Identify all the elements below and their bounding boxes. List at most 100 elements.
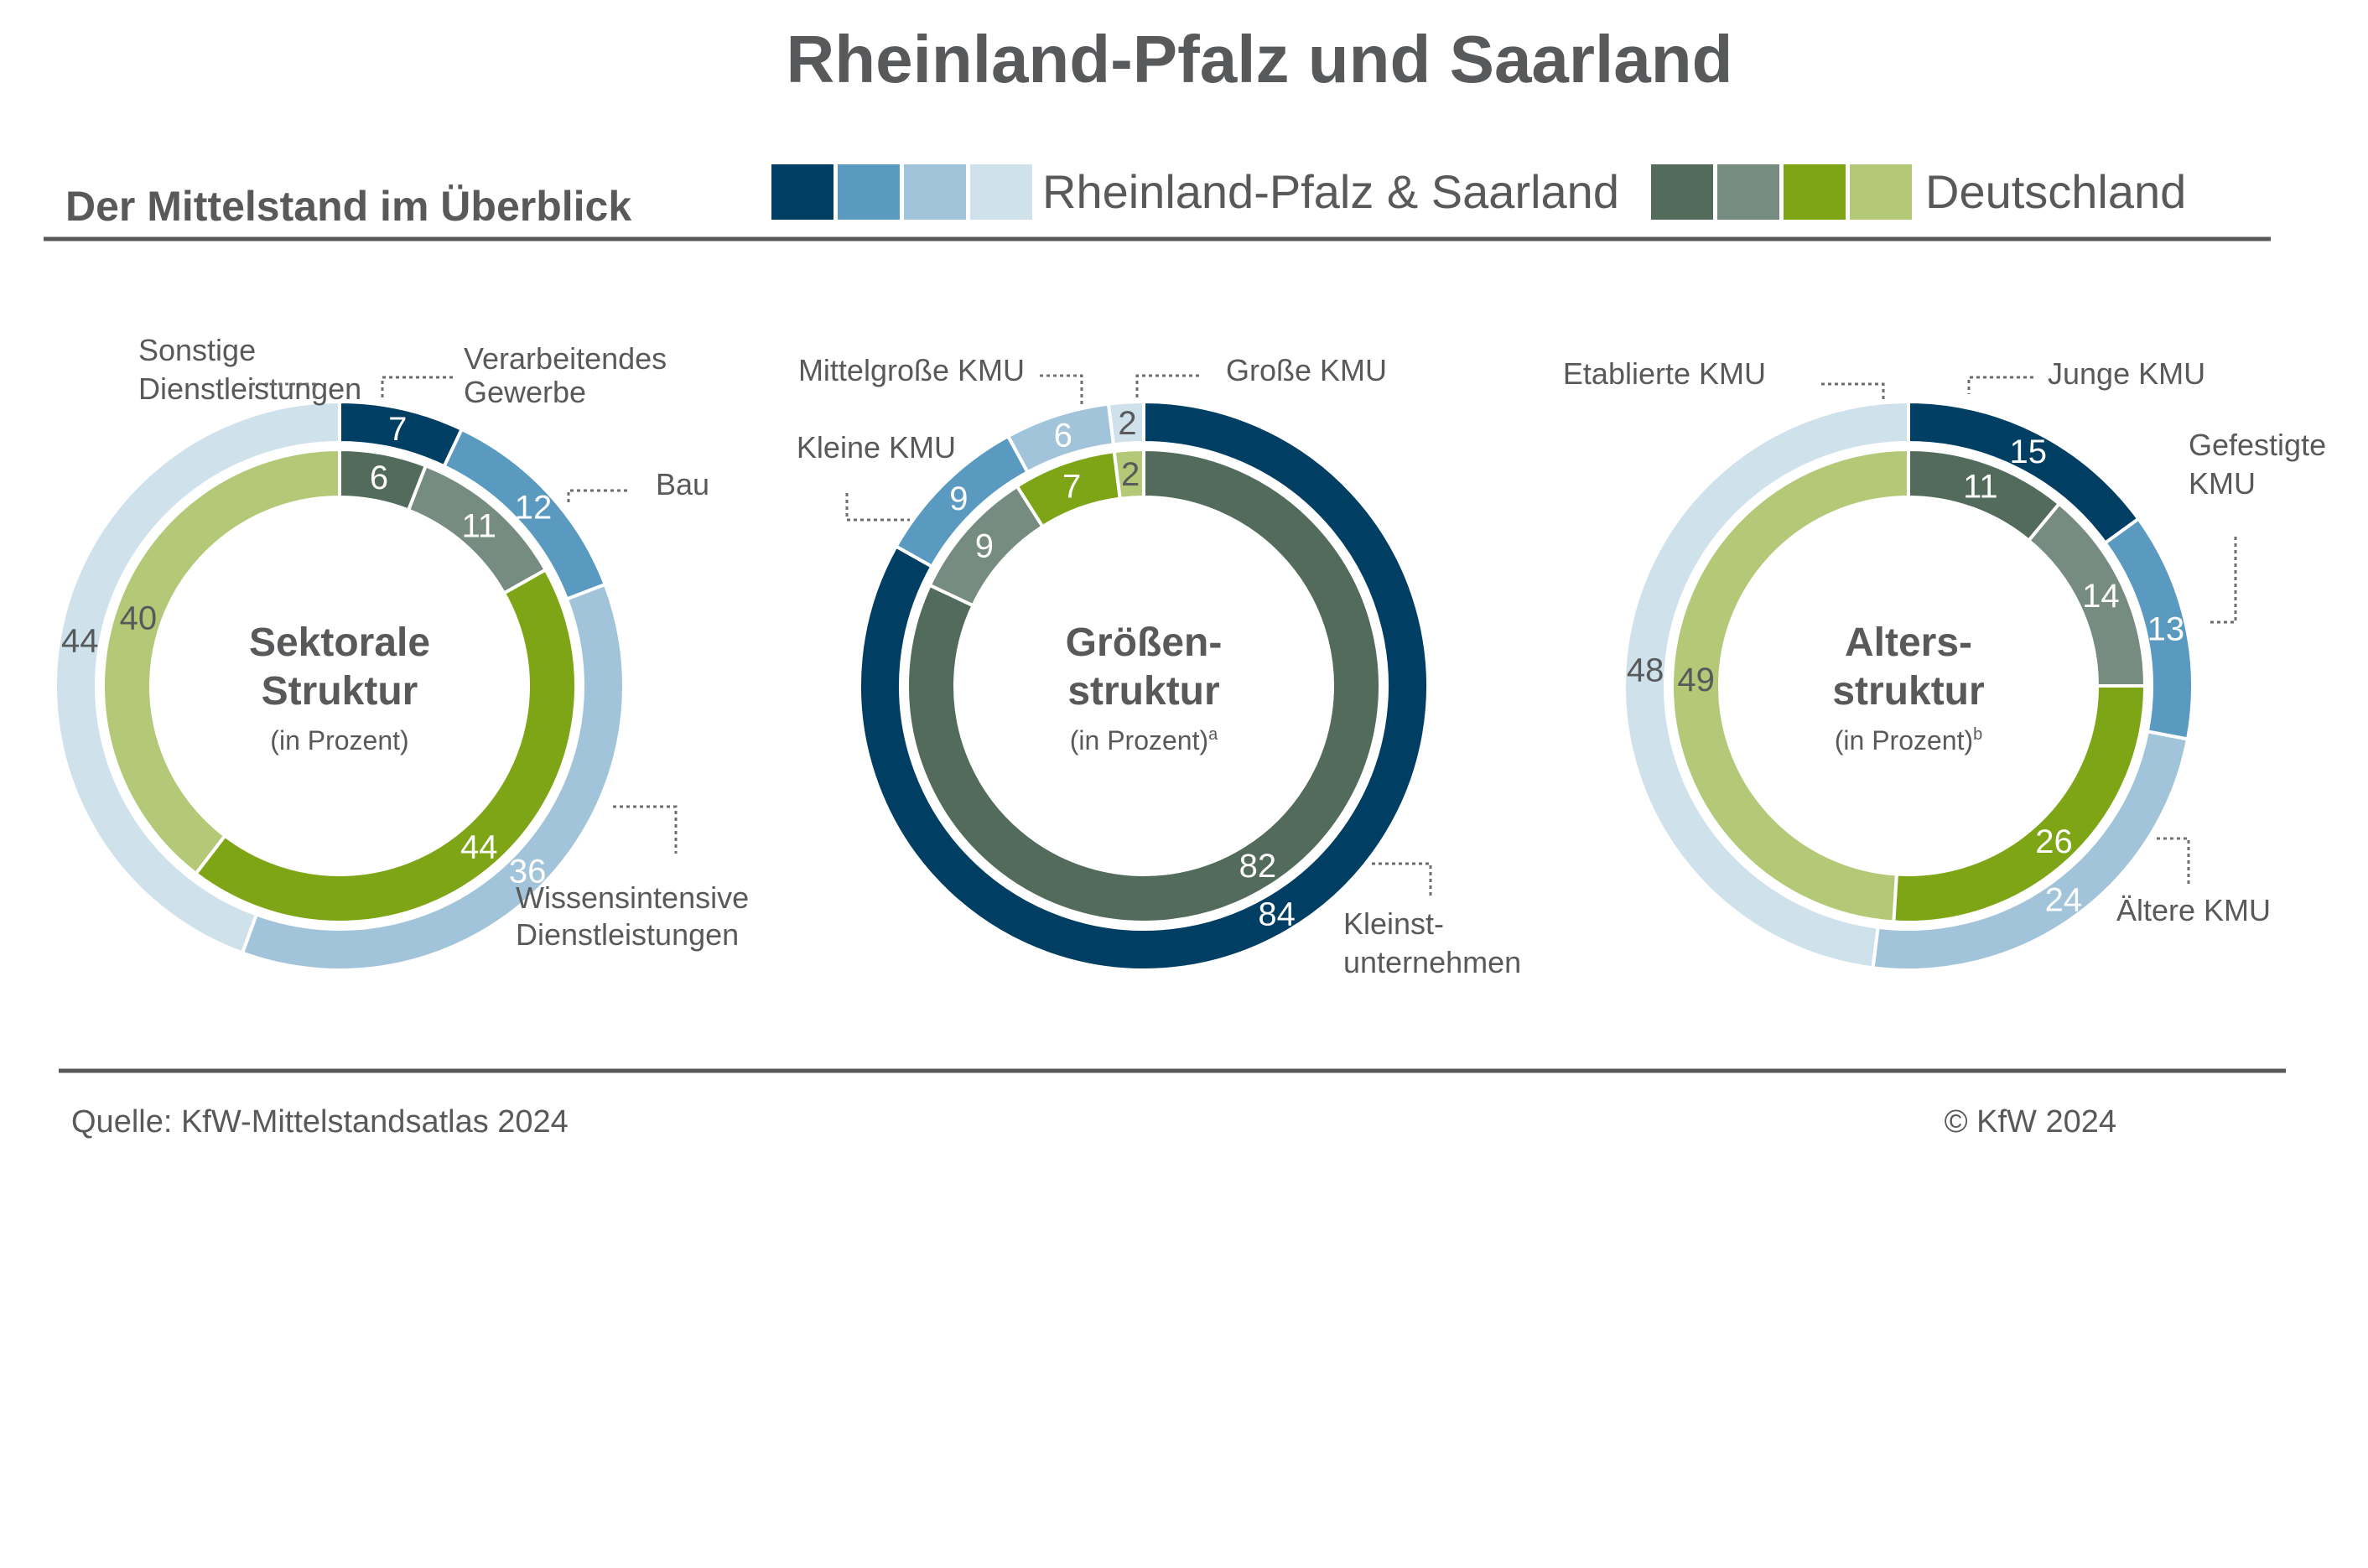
category-label-kleinstunternehmen: Kleinst-unternehmen bbox=[1343, 862, 1521, 979]
center-title-line-1-chart-2: Größen- bbox=[1066, 620, 1223, 665]
category-label-kleine-kmu: Kleine KMU bbox=[797, 430, 956, 522]
inner-segment-etablierte-kmu bbox=[1670, 447, 1910, 924]
leader-line-wissensintensive-dienstleistungen bbox=[613, 805, 678, 854]
category-label-line-1: Kleinst- bbox=[1343, 906, 1444, 941]
inner-value-junge-kmu: 11 bbox=[1963, 468, 1998, 505]
inner-segment-kleinstunternehmen bbox=[906, 447, 1382, 924]
inner-ring-1: 6 11 44 40 bbox=[101, 447, 578, 924]
inner-value-kleine-kmu: 9 bbox=[975, 527, 994, 564]
leader-line-gefestigte-kmu bbox=[2210, 537, 2237, 624]
center-title-line-2-chart-2: struktur bbox=[1067, 669, 1219, 714]
outer-value-aeltere-kmu: 24 bbox=[2045, 881, 2083, 918]
legend-region-swatch-1 bbox=[771, 164, 833, 220]
category-label-line-1: Junge KMU bbox=[2048, 356, 2205, 391]
category-label-sonstige-dienstleistungen: Sonstige Dienstleistungen bbox=[138, 333, 361, 406]
outer-value-gefestigte-kmu: 13 bbox=[2147, 610, 2185, 647]
category-label-mittelgrosse-kmu: Mittelgroße KMU bbox=[798, 353, 1083, 406]
outer-segment-etablierte-kmu bbox=[1622, 399, 1910, 970]
inner-ring-2: 82 9 7 2 bbox=[906, 447, 1382, 924]
legend-region-label: Rheinland-Pfalz & Saarland bbox=[1042, 165, 1619, 218]
inner-segment-sonstige-dienstleistungen bbox=[101, 447, 341, 876]
footer-source: Quelle: KfW-Mittelstandsatlas 2024 bbox=[71, 1104, 569, 1140]
category-label-line-1: Sonstige bbox=[138, 333, 256, 367]
outer-value-etablierte-kmu: 48 bbox=[1627, 652, 1664, 688]
leader-line-aeltere-kmu bbox=[2157, 837, 2190, 884]
outer-value-wissensintensive-dienstleistungen: 36 bbox=[509, 854, 547, 890]
center-title-line-2-chart-3: struktur bbox=[1832, 669, 1984, 714]
outer-value-bau: 12 bbox=[515, 490, 553, 527]
center-sub-chart-1: (in Prozent) bbox=[270, 725, 408, 755]
outer-segment-kleinstunternehmen bbox=[858, 399, 1430, 972]
inner-value-verarbeitendes-gewerbe: 6 bbox=[370, 459, 388, 496]
leader-line-grosse-kmu bbox=[1135, 374, 1199, 401]
category-label-line-2: Dienstleistungen bbox=[138, 371, 361, 406]
inner-value-bau: 11 bbox=[462, 508, 497, 545]
center-title-line-1-chart-3: Alters- bbox=[1845, 620, 1972, 665]
legend-region-swatch-2 bbox=[838, 164, 900, 220]
center-sub-chart-2: (in Prozent)a bbox=[1070, 725, 1218, 755]
legend-germany-swatch-3 bbox=[1784, 164, 1846, 220]
outer-value-kleine-kmu: 9 bbox=[949, 480, 968, 517]
category-label-line-1: Verarbeitendes bbox=[464, 341, 667, 376]
category-label-line-1: Mittelgroße KMU bbox=[798, 353, 1025, 387]
category-label-line-1: Bau bbox=[656, 467, 709, 501]
donut-chart-3: 15 13 24 48 11 14 26 49 Alters-struktur (in Proze… bbox=[1563, 356, 2326, 972]
center-sup-chart-2: a bbox=[1208, 725, 1218, 744]
legend-region-swatch-3 bbox=[904, 164, 966, 220]
category-label-aeltere-kmu: Ältere KMU bbox=[2116, 837, 2271, 927]
inner-segment-grosse-kmu bbox=[1112, 447, 1145, 501]
category-label-line-1: Große KMU bbox=[1226, 353, 1387, 387]
legend-germany-swatch-2 bbox=[1717, 164, 1779, 220]
leader-line-junge-kmu bbox=[1967, 376, 2033, 394]
inner-value-grosse-kmu: 2 bbox=[1121, 456, 1140, 493]
legend-germany-label: Deutschland bbox=[1925, 165, 2186, 218]
outer-ring-1: 7 12 36 44 bbox=[53, 399, 626, 972]
legend-germany-swatches bbox=[1651, 164, 1912, 220]
category-label-line-1: Wissensintensive bbox=[516, 880, 749, 915]
leader-line-etablierte-kmu bbox=[1821, 382, 1885, 401]
category-label-gefestigte-kmu: Gefestigte KMU bbox=[2189, 428, 2326, 624]
outer-value-grosse-kmu: 2 bbox=[1118, 405, 1136, 442]
center-sub-chart-3: (in Prozent)b bbox=[1835, 725, 1983, 755]
outer-value-junge-kmu: 15 bbox=[2010, 434, 2048, 470]
category-label-bau: Bau bbox=[567, 467, 709, 506]
center-title-line-1-chart-1: Sektorale bbox=[249, 620, 430, 665]
category-label-grosse-kmu: Große KMU bbox=[1135, 353, 1387, 401]
inner-segment-wissensintensive-dienstleistungen bbox=[193, 567, 578, 924]
category-label-line-1: Gefestigte bbox=[2189, 428, 2326, 462]
category-label-line-2: KMU bbox=[2189, 466, 2256, 501]
leader-line-mittelgrosse-kmu bbox=[1040, 374, 1083, 406]
category-label-line-1: Etablierte KMU bbox=[1563, 356, 1766, 391]
outer-value-mittelgrosse-kmu: 6 bbox=[1054, 418, 1072, 454]
page-title: Rheinland-Pfalz und Saarland bbox=[786, 22, 1732, 96]
category-label-line-1: Ältere KMU bbox=[2116, 893, 2271, 927]
category-label-etablierte-kmu: Etablierte KMU bbox=[1563, 356, 1885, 401]
inner-value-sonstige-dienstleistungen: 40 bbox=[120, 600, 158, 637]
legend: Rheinland-Pfalz & Saarland Deutschland bbox=[771, 164, 2186, 220]
section-subtitle: Der Mittelstand im Überblick bbox=[65, 183, 631, 230]
category-label-line-2: Dienstleistungen bbox=[516, 917, 739, 952]
legend-region-swatches bbox=[771, 164, 1032, 220]
category-label-junge-kmu: Junge KMU bbox=[1967, 356, 2205, 394]
inner-value-mittelgrosse-kmu: 7 bbox=[1062, 468, 1081, 505]
outer-value-sonstige-dienstleistungen: 44 bbox=[61, 622, 99, 659]
legend-region-swatch-4 bbox=[970, 164, 1032, 220]
outer-value-kleinstunternehmen: 84 bbox=[1258, 896, 1296, 933]
outer-segment-sonstige-dienstleistungen bbox=[53, 399, 341, 956]
inner-ring-3: 11 14 26 49 bbox=[1670, 447, 2147, 924]
inner-value-kleinstunternehmen: 82 bbox=[1239, 848, 1277, 885]
outer-segment-grosse-kmu bbox=[1106, 399, 1145, 447]
legend-germany-swatch-1 bbox=[1651, 164, 1713, 220]
outer-ring-2: 84 9 6 2 bbox=[858, 399, 1430, 972]
category-label-line-2: Gewerbe bbox=[464, 375, 586, 409]
category-label-line-2: unternehmen bbox=[1343, 945, 1521, 979]
inner-value-aeltere-kmu: 26 bbox=[2035, 823, 2073, 860]
inner-value-wissensintensive-dienstleistungen: 44 bbox=[460, 828, 498, 865]
legend-germany-swatch-4 bbox=[1850, 164, 1912, 220]
